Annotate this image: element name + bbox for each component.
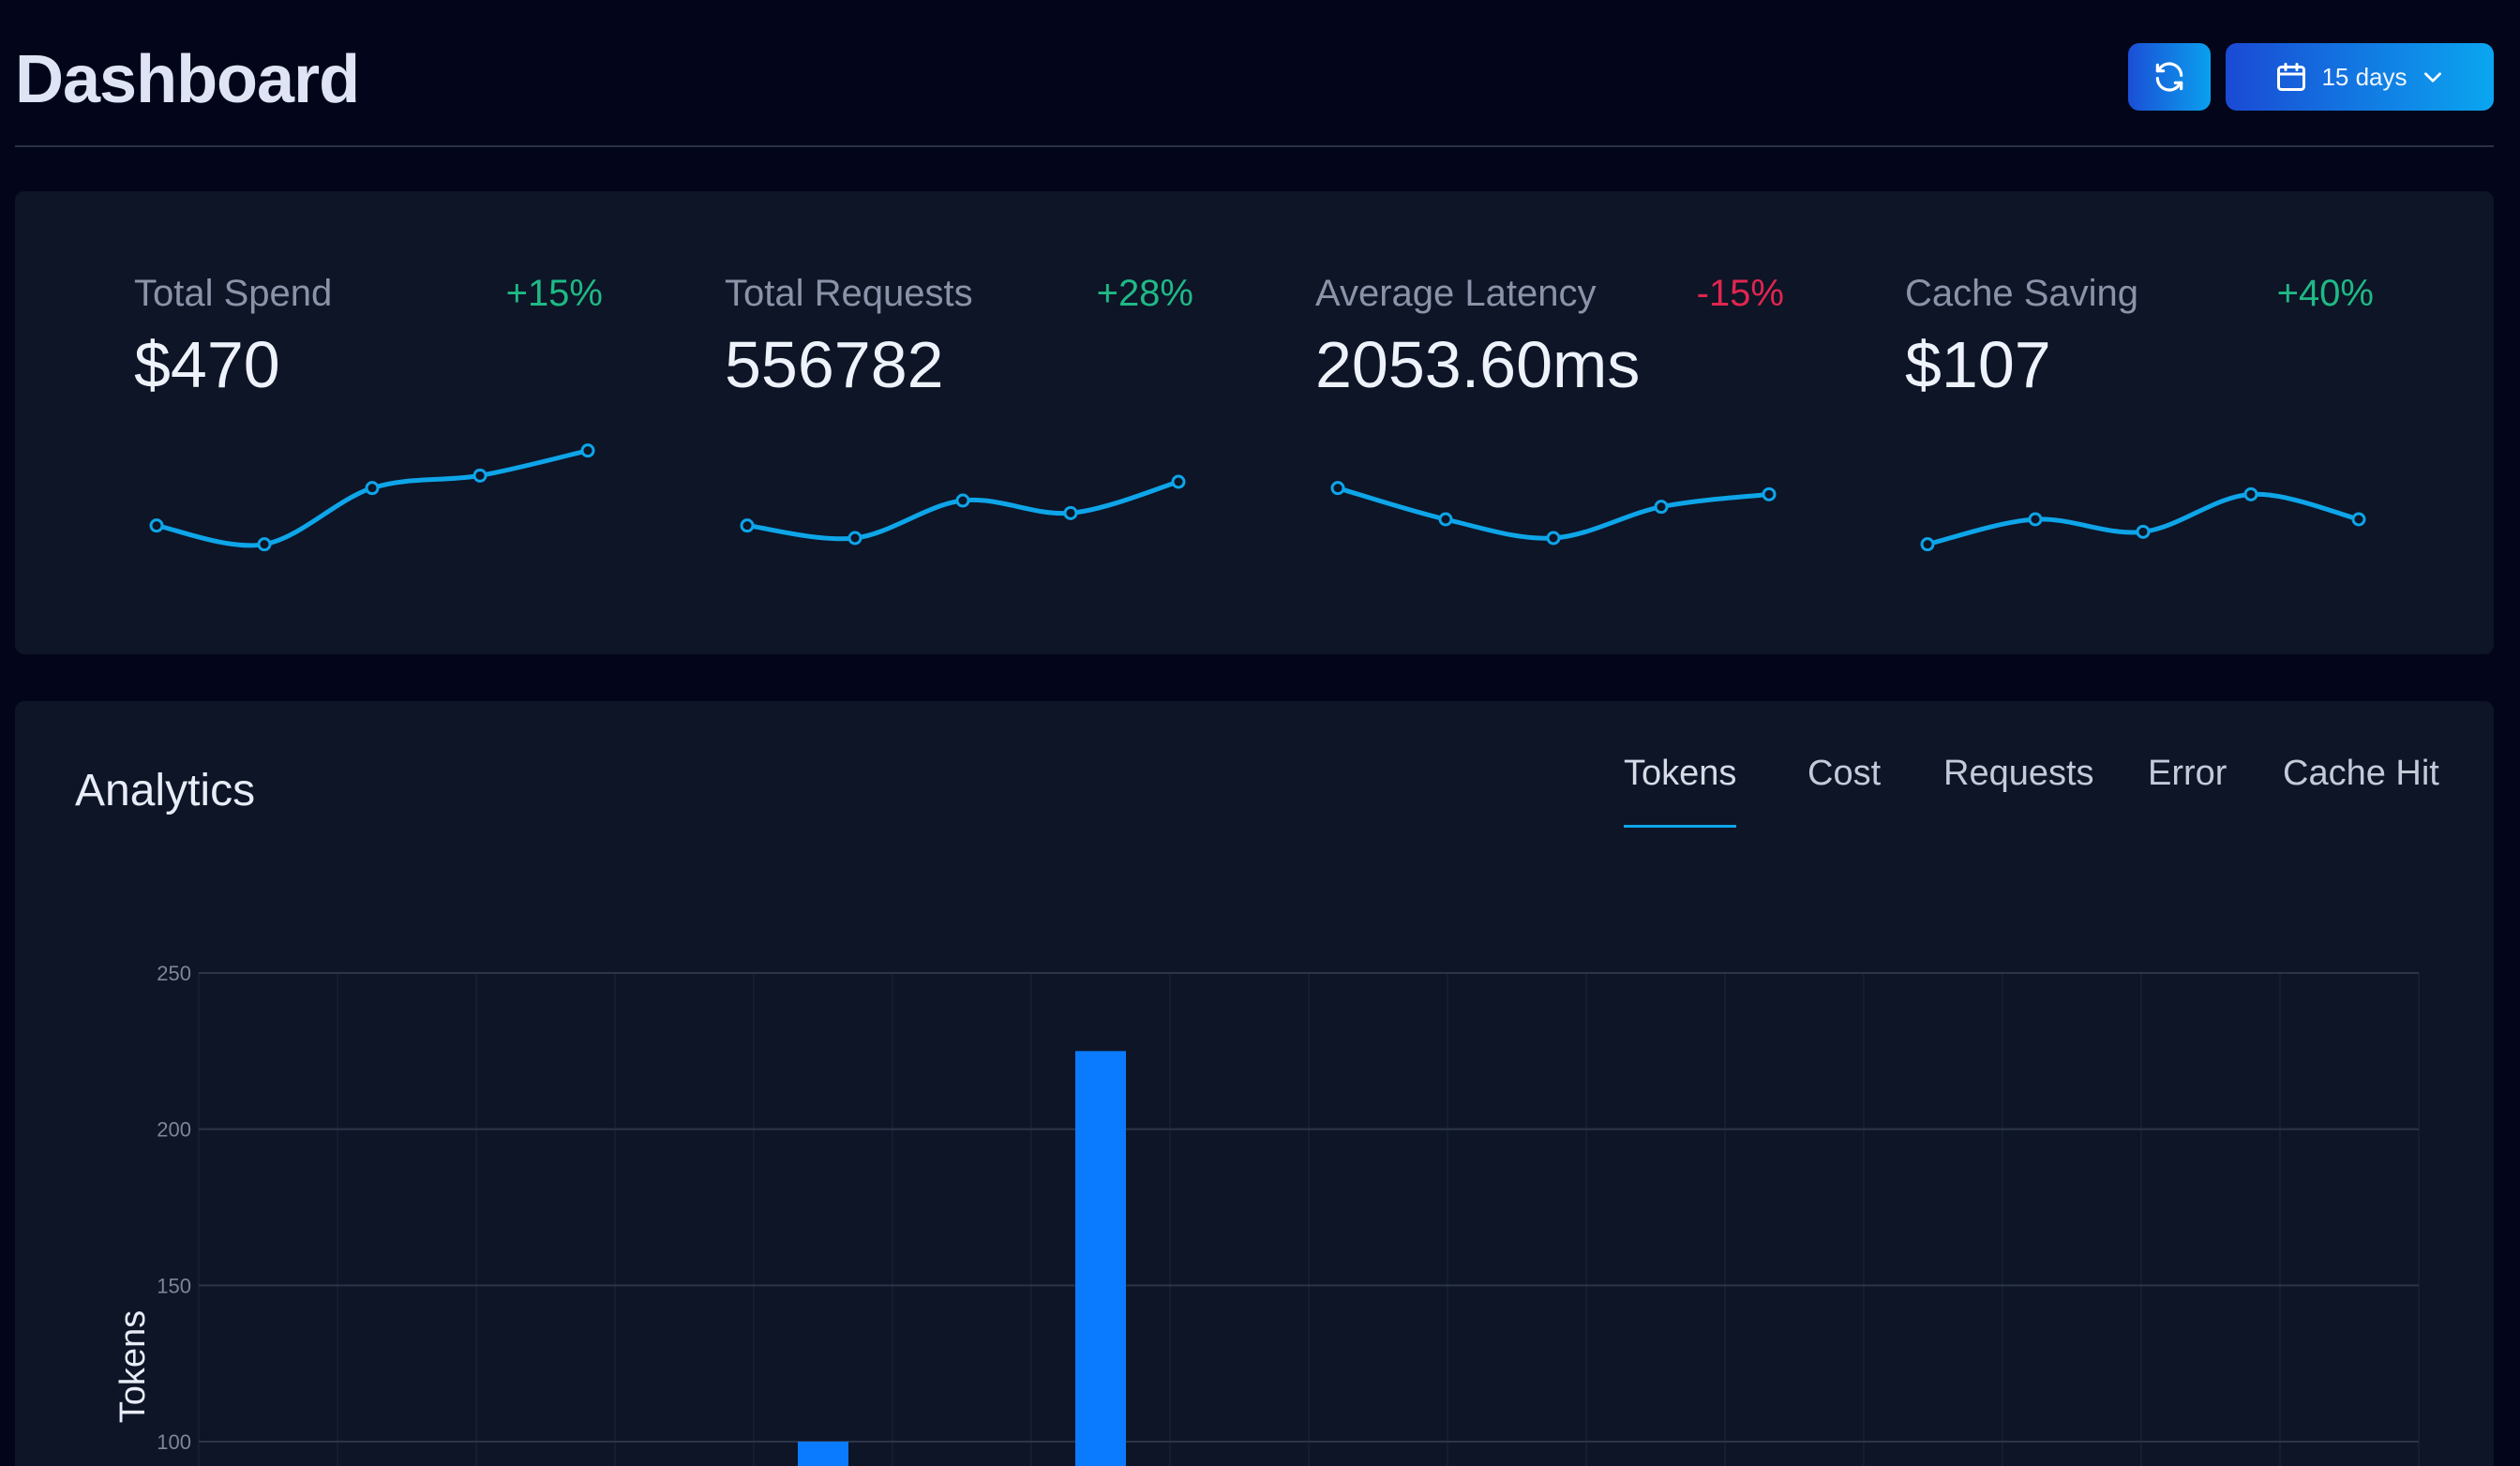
y-axis-title: Tokens — [113, 1310, 153, 1423]
tab-tokens[interactable]: Tokens — [1624, 750, 1737, 828]
y-tick-label: 100 — [157, 1430, 191, 1454]
tab-requests[interactable]: Requests — [1943, 754, 2094, 793]
chevron-down-icon — [2423, 72, 2441, 82]
page-header: Dashboard 15 days — [15, 0, 2494, 147]
stat-total-requests: Total Requests +28% 556782 — [725, 191, 1193, 654]
sparkline-point — [580, 443, 595, 458]
stats-card: Total Spend +15% $470 Total Requests +28… — [15, 191, 2494, 654]
tab-error[interactable]: Error — [2148, 754, 2228, 793]
sparkline-point — [955, 493, 970, 508]
stat-change: +28% — [1096, 273, 1193, 314]
stat-change: +40% — [2276, 273, 2374, 314]
sparkline — [740, 474, 1186, 546]
stat-label: Total Requests — [725, 273, 973, 314]
sparkline-series — [156, 448, 589, 548]
sparkline-point — [472, 468, 488, 483]
sparkline-point — [1546, 531, 1561, 546]
stat-label: Total Spend — [134, 273, 333, 314]
stat-change: +15% — [505, 273, 603, 314]
sparkline-point — [1438, 512, 1453, 527]
sparkline-series — [1337, 486, 1770, 541]
y-tick-label: 250 — [157, 962, 191, 985]
sparkline-series — [746, 479, 1179, 542]
stat-change: -15% — [1696, 273, 1784, 314]
sparkline-point — [1330, 481, 1345, 496]
stat-cache-saving: Cache Saving +40% $107 — [1905, 191, 2374, 654]
stat-average-latency: Average Latency -15% 2053.60ms — [1315, 191, 1784, 654]
analytics-tabs: Tokens Cost Requests Error Cache Hit — [1624, 750, 2439, 834]
sparkline-point — [2243, 486, 2258, 501]
sparkline-point — [1654, 500, 1669, 515]
calendar-icon — [2277, 63, 2306, 91]
sparkline — [149, 443, 595, 552]
page-title: Dashboard — [15, 42, 360, 117]
stat-value: 2053.60ms — [1315, 328, 1641, 401]
analytics-title: Analytics — [75, 766, 256, 815]
stat-value: $107 — [1905, 328, 2051, 401]
sparkline-point — [1762, 486, 1777, 501]
sparkline-point — [740, 518, 755, 533]
bar[interactable] — [1075, 1051, 1126, 1466]
sparkline-point — [2351, 512, 2366, 527]
bar[interactable] — [798, 1442, 848, 1466]
refresh-button[interactable] — [2128, 43, 2211, 111]
sparkline-point — [2136, 524, 2151, 539]
stat-label: Average Latency — [1315, 273, 1597, 314]
stat-value: $470 — [134, 328, 280, 401]
sparkline-point — [257, 537, 272, 552]
analytics-card: 250 200 150 100 Tokens Analytics Tokens Cost… — [15, 701, 2494, 1466]
sparkline-point — [365, 481, 380, 496]
tab-cache-hit[interactable]: Cache Hit — [2283, 754, 2439, 793]
sparkline — [1920, 486, 2366, 552]
sparkline-point — [1171, 474, 1186, 489]
refresh-icon — [2155, 62, 2183, 92]
y-tick-label: 150 — [157, 1274, 191, 1297]
date-range-button[interactable]: 15 days — [2226, 43, 2494, 111]
sparkline-point — [848, 531, 862, 546]
sparkline-point — [1920, 537, 1935, 552]
sparkline — [1330, 481, 1777, 546]
stat-value: 556782 — [725, 328, 944, 401]
y-tick-label: 200 — [157, 1118, 191, 1142]
sparkline-point — [2028, 512, 2043, 527]
date-range-label: 15 days — [2321, 62, 2408, 91]
stat-total-spend: Total Spend +15% $470 — [134, 191, 603, 654]
sparkline-point — [149, 518, 164, 533]
sparkline-point — [1063, 505, 1078, 520]
tab-cost[interactable]: Cost — [1808, 754, 1882, 793]
stat-label: Cache Saving — [1905, 273, 2139, 314]
